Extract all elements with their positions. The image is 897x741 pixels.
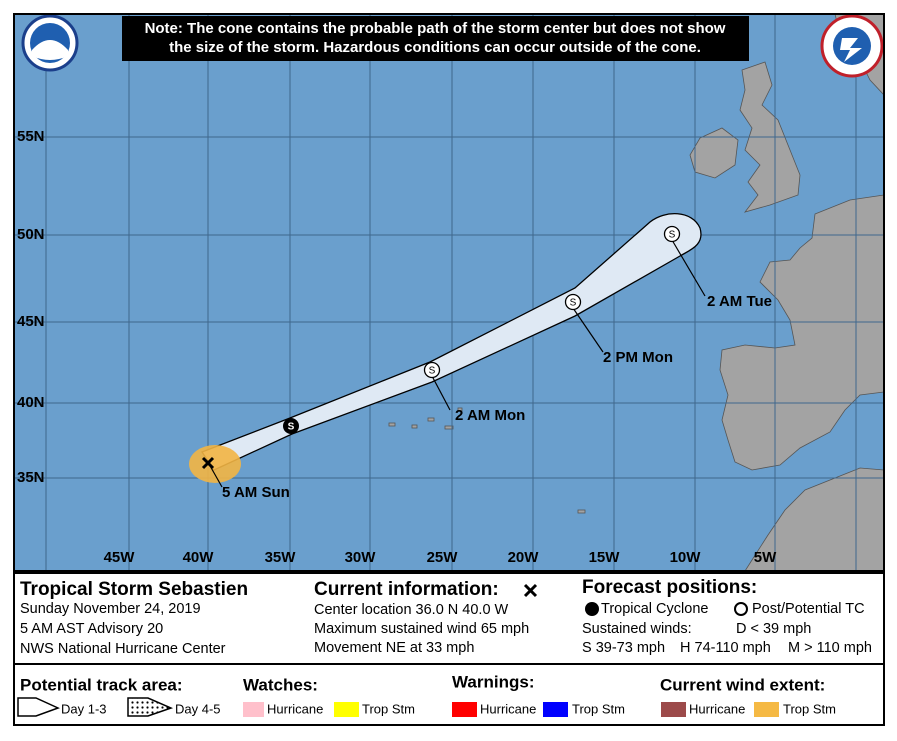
island [388, 422, 396, 427]
hurricane-warning-swatch [452, 702, 477, 717]
hurricane-wind-label: Hurricane [689, 701, 745, 716]
map-frame [13, 13, 885, 572]
longitude-label: 45W [104, 549, 136, 566]
day13-label: Day 1-3 [61, 701, 107, 716]
storm-advisory: 5 AM AST Advisory 20 [20, 621, 163, 637]
point-label: 5 AM Sun [222, 484, 290, 501]
noaa-logo [21, 14, 79, 72]
logo-center [833, 27, 871, 65]
longitude-label: 30W [345, 549, 377, 566]
wind-heading: Current wind extent: [660, 675, 825, 694]
longitude-label: 20W [508, 549, 540, 566]
longitude-label: 15W [589, 549, 621, 566]
latitude-label: 40N [17, 394, 45, 411]
winds-m: M > 110 mph [788, 640, 872, 656]
winds-d: D < 39 mph [736, 621, 811, 637]
longitude-label: 40W [183, 549, 215, 566]
storm-name: Tropical Storm Sebastien [20, 579, 248, 600]
storm-date: Sunday November 24, 2019 [20, 601, 201, 617]
latitude-label: 45N [17, 313, 45, 330]
hurricane-watch-swatch [243, 702, 264, 717]
winds-label: Sustained winds: [582, 621, 692, 637]
track-heading: Potential track area: [20, 675, 183, 694]
axis-labels: 55N 50N 45N 40N 35N 45W 40W 35W 30W 25W 20W 15W 10W 5… [17, 128, 777, 566]
point-symbol: S [429, 366, 436, 377]
latitude-label: 35N [17, 469, 45, 486]
latitude-label: 55N [17, 128, 45, 145]
post-icon [734, 602, 748, 616]
nws-logo [820, 14, 884, 78]
trop-warning-label: Trop Stm [572, 701, 625, 716]
latitude-label: 50N [17, 226, 45, 243]
tropical-storm-wind-extent [189, 445, 241, 483]
note-line: the size of the storm. Hazardous conditi… [169, 39, 701, 56]
forecast-point [663, 225, 681, 243]
current-heading: Current information: [314, 579, 499, 600]
point-label: 2 PM Mon [603, 349, 673, 366]
island [457, 407, 463, 412]
hurricane-watch-label: Hurricane [267, 701, 323, 716]
current-line: Center location 36.0 N 40.0 W [314, 602, 509, 618]
logo-bird [32, 40, 68, 60]
day13-icon [17, 697, 60, 717]
longitude-label: 5W [754, 549, 777, 566]
island [411, 424, 418, 429]
trop-wind-label: Trop Stm [783, 701, 836, 716]
leader-line [671, 239, 706, 297]
watches-heading: Watches: [243, 675, 318, 694]
current-position [201, 456, 215, 470]
island [577, 509, 586, 514]
point-label: 2 AM Tue [707, 293, 772, 310]
island [427, 417, 435, 422]
point-symbol: S [570, 298, 577, 309]
africa [744, 467, 884, 571]
forecast-point [423, 361, 441, 379]
longitude-label: 35W [265, 549, 297, 566]
day45-icon [127, 697, 174, 717]
x-mark [201, 456, 215, 470]
current-line: Maximum sustained wind 65 mph [314, 621, 529, 637]
leader-lines [208, 239, 706, 488]
tropical-icon [585, 602, 599, 616]
land [388, 14, 884, 571]
note-line: Note: The cone contains the probable pat… [145, 20, 726, 37]
forecast-heading: Forecast positions: [582, 577, 757, 598]
longitude-label: 25W [427, 549, 459, 566]
point-label: 2 AM Mon [455, 407, 525, 424]
hurricane-warning-label: Hurricane [480, 701, 536, 716]
map: S S S S 5 AM Sun 2 AM Mon 2 PM Mon 2 AM … [14, 14, 884, 571]
trop-watch-swatch [334, 702, 359, 717]
current-x-icon [523, 583, 538, 598]
europe [719, 194, 884, 471]
note-box [122, 16, 749, 61]
leader-line [431, 375, 451, 411]
longitude-label: 10W [670, 549, 702, 566]
hurricane-wind-swatch [661, 702, 686, 717]
warnings-heading: Warnings: [452, 672, 534, 691]
point-symbol: S [669, 230, 676, 241]
info-panel [13, 572, 885, 726]
tropical-cyclone-point [283, 418, 299, 434]
forecast-cone [201, 212, 702, 471]
ireland [689, 127, 739, 179]
winds-s: S 39-73 mph [582, 640, 665, 656]
forecast-post: Post/Potential TC [752, 601, 865, 617]
forecast-point [564, 293, 582, 311]
island [444, 425, 454, 430]
logo-bolt [840, 38, 862, 62]
trop-wind-swatch [754, 702, 779, 717]
trop-watch-label: Trop Stm [362, 701, 415, 716]
current-line: Movement NE at 33 mph [314, 640, 474, 656]
point-symbol: S [288, 422, 295, 433]
trop-warning-swatch [543, 702, 568, 717]
x-mark [523, 583, 538, 598]
leader-line [572, 307, 604, 353]
forecast-tropical: Tropical Cyclone [601, 601, 708, 617]
winds-h: H 74-110 mph [680, 640, 771, 656]
storm-center: NWS National Hurricane Center [20, 641, 226, 657]
day45-label: Day 4-5 [175, 701, 221, 716]
